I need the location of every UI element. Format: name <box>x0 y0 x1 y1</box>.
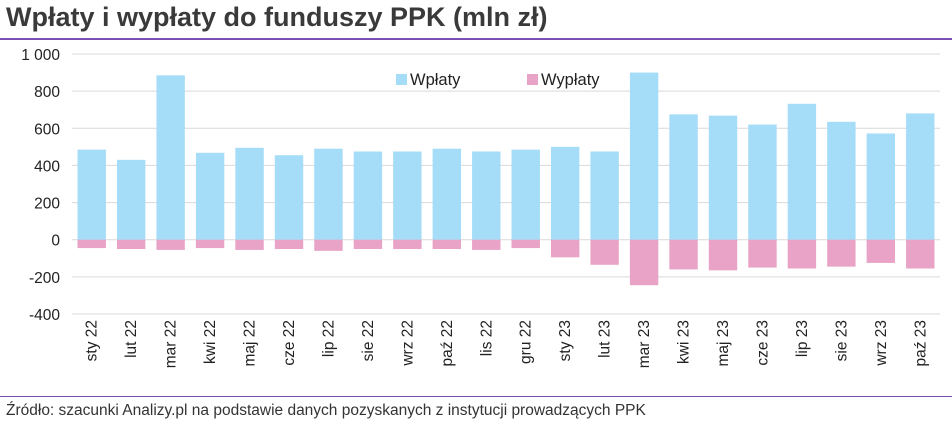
bar-wplaty-14 <box>629 72 659 240</box>
legend-wyplaty-swatch <box>527 74 538 85</box>
x-tick-label: mar 23 <box>636 320 653 368</box>
bar-wplaty-12 <box>550 146 580 240</box>
bar-wyplaty-13 <box>590 239 619 265</box>
legend-wyplaty-label: Wypłaty <box>541 71 600 89</box>
bar-wyplaty-18 <box>787 239 817 269</box>
bar-wyplaty-16 <box>708 239 738 271</box>
bar-wplaty-4 <box>235 147 264 240</box>
y-tick-label: 400 <box>34 158 60 175</box>
x-tick-label: mar 22 <box>163 320 180 368</box>
x-tick-label: sie 23 <box>833 320 850 361</box>
x-tick-label: gru 22 <box>518 320 535 364</box>
bar-wplaty-9 <box>432 148 462 240</box>
bar-wyplaty-1 <box>116 239 146 249</box>
x-tick-label: sty 22 <box>84 320 101 361</box>
bar-wyplaty-17 <box>748 239 777 268</box>
title-divider <box>0 38 952 40</box>
x-tick-label: maj 23 <box>715 320 732 367</box>
x-tick-label: paź 23 <box>912 320 929 367</box>
bar-wyplaty-15 <box>669 239 698 270</box>
bar-wyplaty-14 <box>629 239 659 286</box>
source-note: Źródło: szacunki Analizy.pl na podstawie… <box>6 402 646 419</box>
bar-wplaty-2 <box>156 75 185 240</box>
x-tick-label: maj 22 <box>242 320 259 367</box>
bar-wplaty-5 <box>274 155 304 240</box>
bar-wplaty-19 <box>827 121 856 240</box>
x-tick-label: lut 23 <box>597 320 614 358</box>
bar-wyplaty-4 <box>235 239 264 250</box>
y-tick-label: 800 <box>34 84 60 101</box>
x-tick-label: paź 22 <box>439 320 456 367</box>
x-tick-label: wrz 22 <box>399 320 416 367</box>
x-tick-label: lip 23 <box>794 320 811 357</box>
bar-wplaty-10 <box>472 151 501 240</box>
x-tick-label: kwi 22 <box>202 320 219 364</box>
y-axis: 1 000 800 600 400 200 0 -200 -400 <box>21 47 60 324</box>
bars <box>77 72 935 286</box>
x-tick-label: kwi 23 <box>676 320 693 364</box>
x-tick-label: lip 22 <box>320 320 337 357</box>
bar-wyplaty-7 <box>353 239 383 249</box>
bar-wyplaty-3 <box>195 239 225 249</box>
bar-wplaty-20 <box>866 133 896 240</box>
legend: Wpłaty Wypłaty <box>396 71 600 89</box>
legend-wplaty-label: Wpłaty <box>410 71 461 89</box>
bar-wplaty-1 <box>116 159 146 240</box>
x-axis: sty 22 lut 22 mar 22 kwi 22 maj 22 cze 22 lip … <box>84 320 930 368</box>
bar-wplaty-0 <box>77 149 106 240</box>
bar-wyplaty-21 <box>906 239 935 269</box>
bar-wplaty-17 <box>748 124 777 240</box>
x-tick-label: cze 22 <box>281 320 298 366</box>
x-tick-label: wrz 23 <box>873 320 890 367</box>
bar-wyplaty-11 <box>511 239 540 249</box>
bar-wyplaty-2 <box>156 239 185 250</box>
bar-wyplaty-10 <box>472 239 501 250</box>
bar-wplaty-3 <box>195 152 225 240</box>
footer-divider <box>0 396 952 397</box>
bar-wplaty-6 <box>314 148 343 240</box>
x-tick-label: lis 22 <box>478 320 495 356</box>
bar-wyplaty-19 <box>827 239 856 267</box>
bar-wplaty-15 <box>669 114 698 240</box>
x-tick-label: lut 22 <box>123 320 140 358</box>
y-tick-label: 200 <box>34 196 60 213</box>
legend-wplaty-swatch <box>396 74 407 85</box>
y-tick-label: 0 <box>51 233 60 250</box>
bar-wplaty-7 <box>353 151 383 240</box>
bar-wyplaty-20 <box>866 239 896 263</box>
bar-chart: 1 000 800 600 400 200 0 -200 -400 sty 22 lut 22 m… <box>21 47 940 368</box>
bar-wplaty-16 <box>708 115 738 240</box>
x-tick-label: sty 23 <box>557 320 574 361</box>
bar-wyplaty-8 <box>393 239 422 249</box>
y-tick-label: -400 <box>29 307 60 324</box>
bar-wplaty-21 <box>906 113 935 240</box>
bar-wyplaty-12 <box>550 239 580 258</box>
bar-wyplaty-5 <box>274 239 304 249</box>
y-tick-label: 1 000 <box>21 47 60 64</box>
bar-wplaty-13 <box>590 151 619 240</box>
y-tick-label: -200 <box>29 270 60 287</box>
x-tick-label: sie 22 <box>360 320 377 361</box>
bar-wyplaty-0 <box>77 239 106 249</box>
bar-wyplaty-6 <box>314 239 343 251</box>
bar-wplaty-11 <box>511 149 540 240</box>
bar-wplaty-8 <box>393 151 422 240</box>
bar-wplaty-18 <box>787 103 817 240</box>
y-tick-label: 600 <box>34 121 60 138</box>
bar-wyplaty-9 <box>432 239 462 249</box>
x-tick-label: cze 23 <box>754 320 771 366</box>
chart-title: Wpłaty i wypłaty do funduszy PPK (mln zł… <box>6 2 548 32</box>
